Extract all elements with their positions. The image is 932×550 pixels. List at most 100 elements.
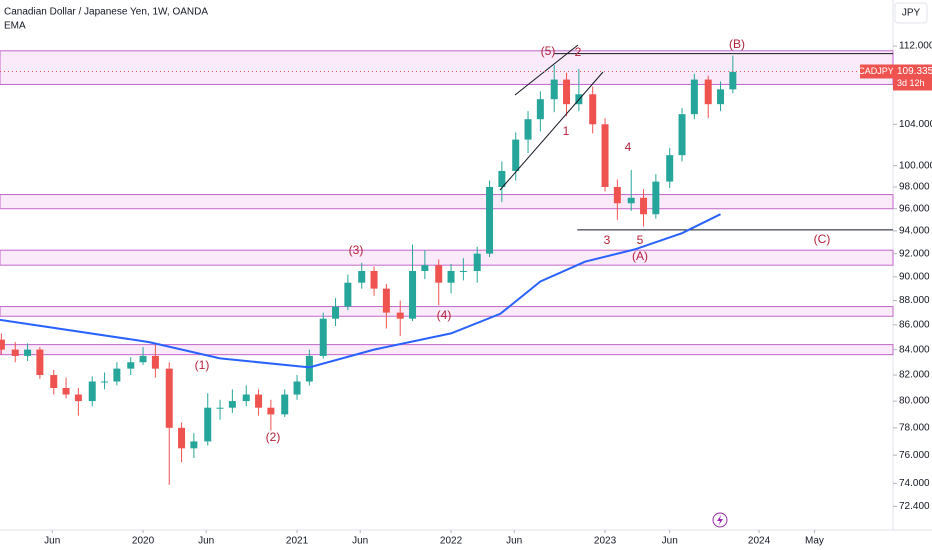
candle-body: [421, 265, 429, 271]
candle-body: [717, 89, 725, 105]
candle-body: [666, 155, 674, 182]
y-tick-label: 90.000: [899, 271, 930, 282]
x-tick-label: Jun: [352, 536, 368, 547]
x-tick-label: 2024: [748, 536, 771, 547]
y-tick-label: 76.000: [899, 450, 930, 461]
candle-body: [550, 79, 558, 100]
candle-body: [281, 394, 289, 415]
wave-label: (2): [266, 430, 281, 444]
zone: [0, 344, 894, 356]
candle-body: [204, 407, 212, 442]
candle-body: [127, 362, 135, 369]
y-tick-label: 74.000: [899, 478, 930, 489]
candle-body: [640, 197, 648, 215]
wedge-line: [499, 71, 604, 191]
x-tick-label: Jun: [506, 536, 522, 547]
candle-body: [524, 119, 532, 140]
candle-body: [62, 387, 70, 395]
price-tag: [893, 64, 932, 91]
wave-label: (5): [541, 44, 556, 58]
event-icon[interactable]: [712, 512, 728, 528]
wave-label: (C): [814, 232, 831, 246]
x-tick-label: Jun: [44, 536, 60, 547]
chart-title: Canadian Dollar / Japanese Yen, 1W, OAND…: [4, 7, 208, 18]
y-tick-label: 72.400: [899, 501, 930, 512]
candle-body: [216, 407, 224, 409]
candle-body: [319, 318, 327, 356]
candle-body: [255, 394, 263, 408]
y-tick-label: 112.000: [899, 41, 932, 52]
wave-label: (A): [632, 249, 648, 263]
indicator-label: EMA: [4, 21, 26, 32]
candle-body: [729, 71, 737, 90]
y-tick-label: 86.000: [899, 319, 930, 330]
zone: [0, 306, 894, 317]
candle-body: [139, 355, 147, 363]
y-tick-label: 100.000: [899, 160, 932, 171]
zone: [0, 50, 894, 85]
wedge-line: [514, 44, 579, 96]
wave-label: 4: [625, 140, 632, 154]
candle-body: [344, 282, 352, 307]
x-tick-label: May: [805, 536, 824, 547]
candle-body: [498, 170, 506, 187]
currency-label: JPY: [902, 8, 921, 19]
candle-body: [563, 79, 571, 105]
y-tick-label: 82.000: [899, 370, 930, 381]
y-tick-label: 80.000: [899, 396, 930, 407]
candle-body: [536, 99, 544, 120]
candle-body: [293, 381, 301, 395]
wave-label: (3): [349, 243, 364, 257]
candle-body: [88, 381, 96, 402]
candle-body: [486, 186, 494, 254]
candle-body: [409, 270, 417, 319]
wave-label: 1: [563, 124, 570, 138]
symbol-label: CADJPY: [858, 66, 894, 76]
candle-body: [473, 253, 481, 271]
candle-body: [74, 394, 82, 402]
candle-body: [358, 270, 366, 283]
candle-body: [435, 265, 443, 283]
y-tick-label: 88.000: [899, 295, 930, 306]
wave-label: 3: [604, 233, 611, 247]
x-tick-label: Jun: [198, 536, 214, 547]
x-tick-label: 2021: [286, 536, 309, 547]
wave-label: 2: [575, 45, 582, 59]
ema-line: [0, 213, 721, 369]
candle-body: [113, 368, 121, 382]
event-icon-bolt: [717, 515, 723, 525]
y-tick-label: 78.000: [899, 422, 930, 433]
candle-body: [652, 181, 660, 215]
y-tick-label: 84.000: [899, 344, 930, 355]
countdown-label: 3d 12h: [897, 78, 925, 88]
candle-body: [36, 349, 44, 376]
candle-body: [370, 270, 378, 289]
candle-body: [459, 270, 467, 272]
y-tick-label: 98.000: [899, 182, 930, 193]
x-tick-label: 2022: [440, 536, 463, 547]
candle-body: [396, 312, 404, 319]
y-tick-label: 104.000: [899, 119, 932, 130]
symbol-tag: [860, 64, 893, 79]
candle-body: [24, 349, 32, 356]
candle-body: [228, 401, 236, 408]
candle-body: [601, 124, 609, 187]
candle-body: [190, 441, 198, 449]
x-tick-label: 2023: [594, 536, 617, 547]
candle-body: [627, 197, 635, 204]
zone: [0, 194, 894, 210]
candle-body: [242, 394, 250, 402]
candle-body: [512, 139, 520, 171]
candle-body: [101, 381, 109, 383]
last-price-label: 109.335: [897, 66, 932, 77]
candle-body: [0, 339, 5, 350]
candle-body: [165, 368, 173, 428]
x-tick-label: 2020: [132, 536, 155, 547]
candle-body: [332, 306, 340, 319]
currency-button[interactable]: [894, 2, 928, 24]
wave-label: 5: [637, 233, 644, 247]
candle-body: [382, 288, 390, 313]
candle-body: [11, 349, 19, 356]
